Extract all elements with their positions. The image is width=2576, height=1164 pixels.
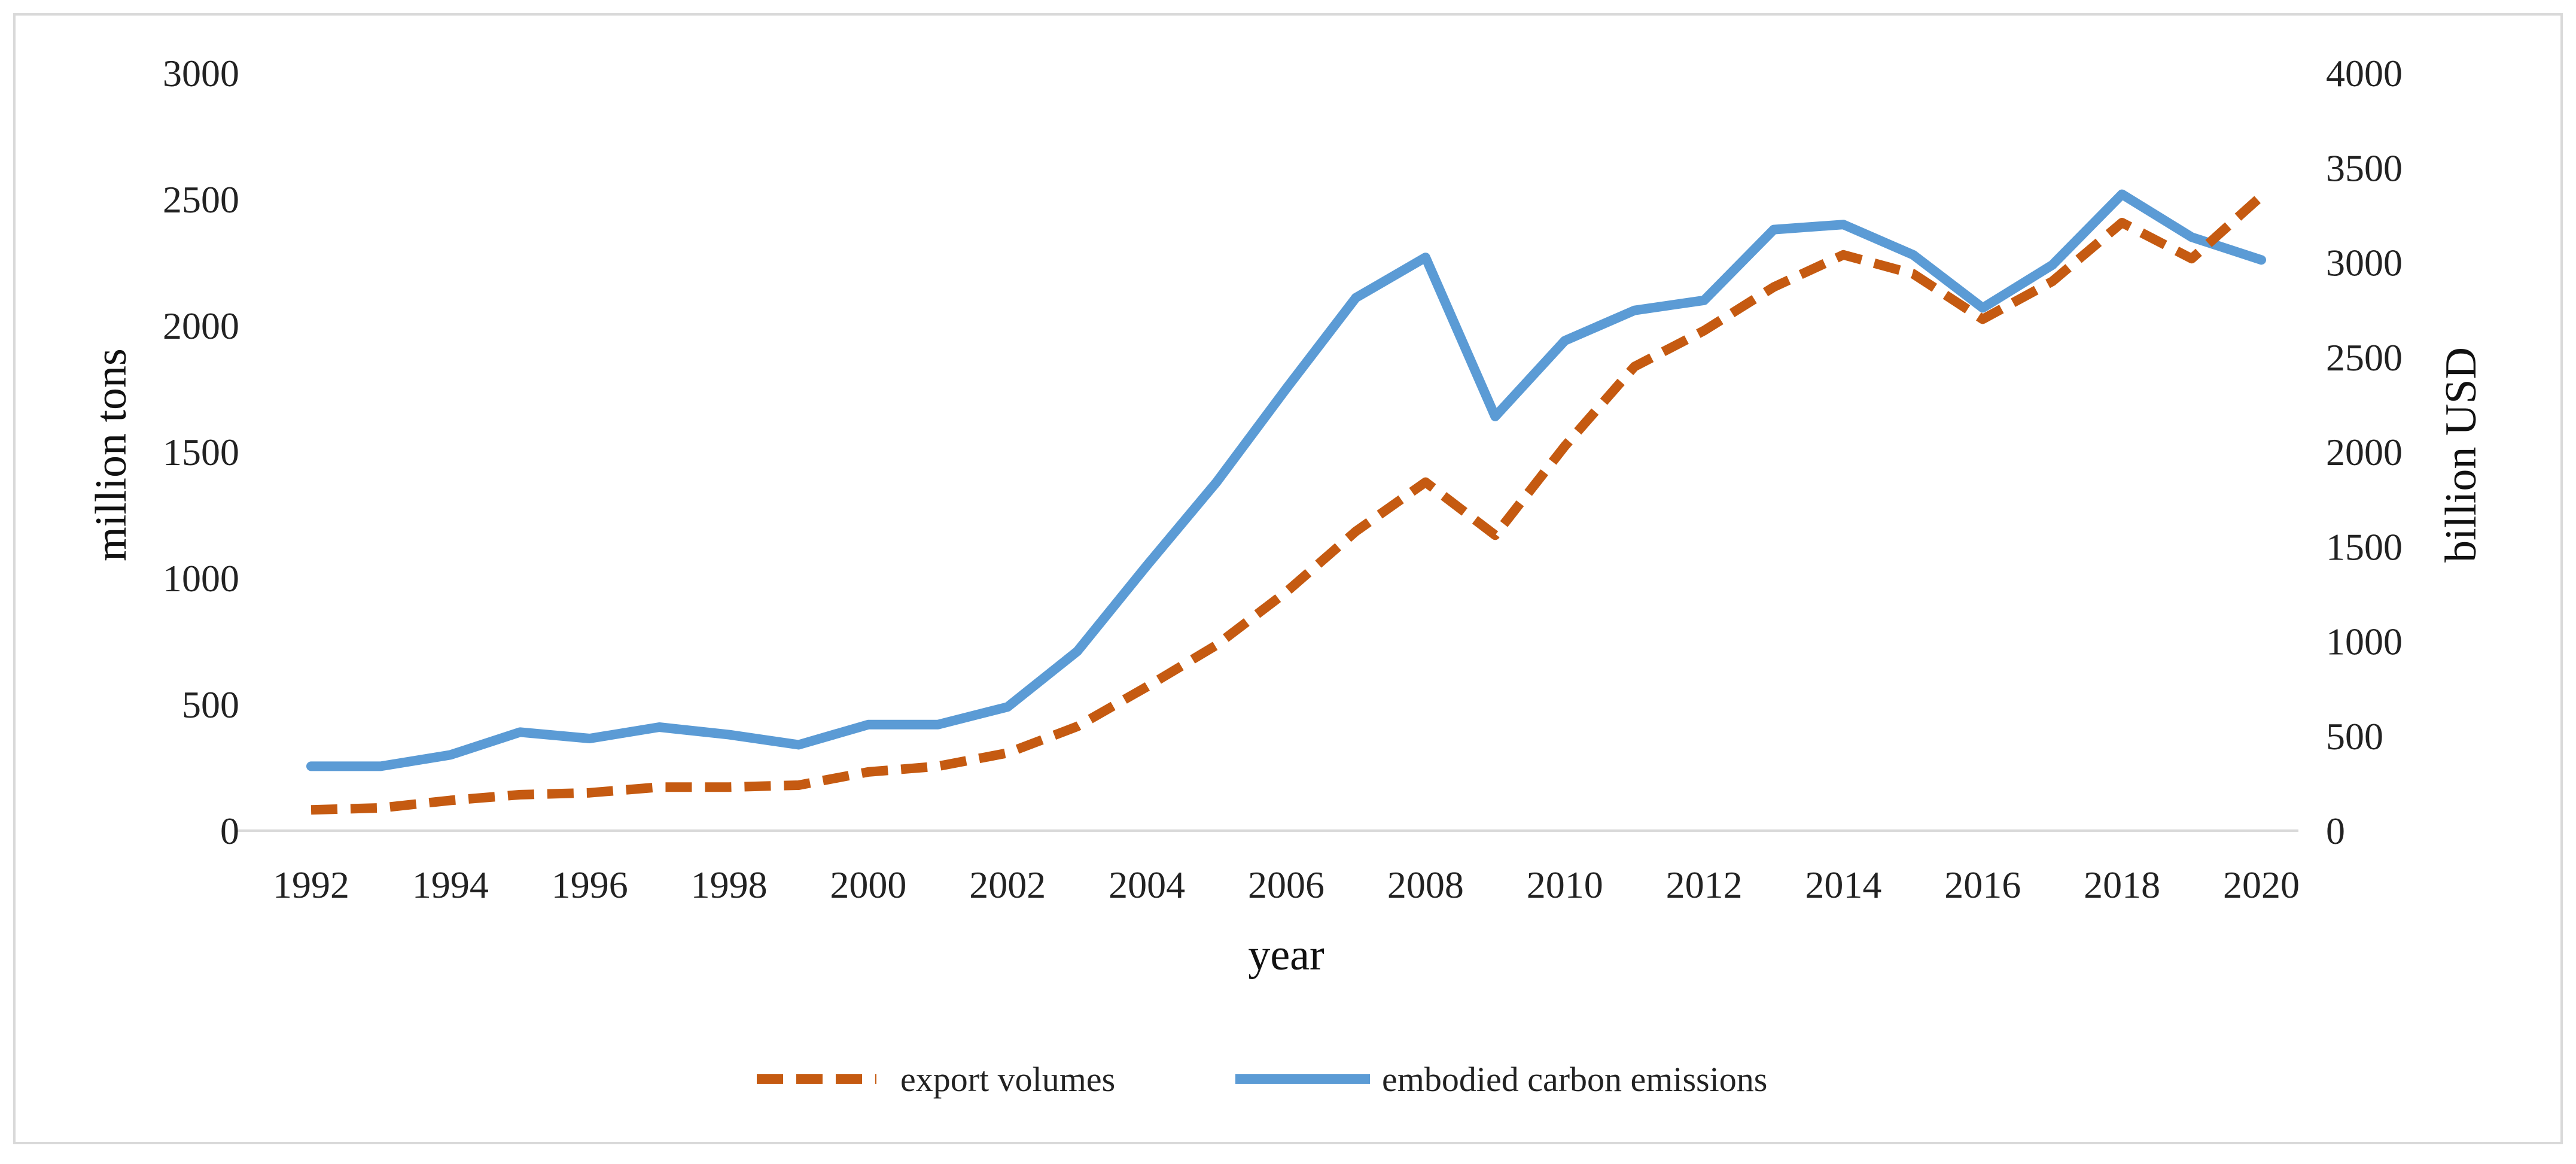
right-y-tick-label: 1000: [2326, 621, 2403, 663]
x-tick-label: 2014: [1805, 864, 1881, 906]
right-y-tick-label: 2500: [2326, 336, 2403, 379]
right-y-axis: 0 500 1000 1500 2000 2500 3000 3500 4000: [2326, 52, 2403, 852]
x-tick-label: 2008: [1387, 864, 1464, 906]
x-tick-label: 2020: [2223, 864, 2300, 906]
left-y-tick-label: 3000: [163, 52, 239, 95]
x-tick-label: 1992: [273, 864, 349, 906]
series-line-export-volumes: [310, 192, 2265, 815]
x-tick-label: 2012: [1666, 864, 1743, 906]
x-tick-label: 2018: [2084, 864, 2160, 906]
series-layer: [306, 189, 2266, 815]
x-tick-label: 2004: [1109, 864, 1185, 906]
left-y-tick-label: 500: [182, 683, 239, 726]
legend-label-embodied-carbon-emissions: embodied carbon emissions: [1382, 1060, 1767, 1099]
x-tick-label: 2010: [1527, 864, 1603, 906]
x-axis: 1992 1994 1996 1998 2000 2002 2004 2006 2008 2010…: [273, 864, 2300, 906]
right-y-tick-label: 3000: [2326, 242, 2403, 284]
left-y-tick-label: 1500: [163, 431, 239, 473]
left-y-tick-label: 2500: [163, 178, 239, 221]
series-line-embodied-carbon-emissions: [306, 189, 2266, 771]
right-y-tick-label: 4000: [2326, 52, 2403, 95]
left-y-axis: 0 500 1000 1500 2000 2500 3000: [163, 52, 239, 852]
left-y-tick-label: 2000: [163, 305, 239, 347]
left-y-axis-title: million tons: [87, 348, 136, 561]
right-y-tick-label: 2000: [2326, 431, 2403, 473]
x-tick-label: 1994: [412, 864, 489, 906]
left-y-tick-label: 0: [220, 810, 239, 852]
right-y-tick-label: 3500: [2326, 147, 2403, 189]
legend: export volumes embodied carbon emissions: [757, 1060, 1767, 1099]
x-tick-label: 1996: [552, 864, 628, 906]
right-y-tick-label: 1500: [2326, 525, 2403, 568]
x-tick-label: 2002: [969, 864, 1046, 906]
right-y-tick-label: 500: [2326, 715, 2383, 758]
x-tick-label: 2000: [830, 864, 906, 906]
legend-label-export-volumes: export volumes: [900, 1060, 1115, 1099]
x-tick-label: 2016: [1944, 864, 2021, 906]
x-tick-label: 1998: [691, 864, 768, 906]
right-y-axis-title: billion USD: [2437, 347, 2486, 563]
left-y-tick-label: 1000: [163, 557, 239, 600]
right-y-tick-label: 0: [2326, 810, 2345, 852]
x-axis-title: year: [1248, 931, 1324, 980]
x-tick-label: 2006: [1248, 864, 1324, 906]
